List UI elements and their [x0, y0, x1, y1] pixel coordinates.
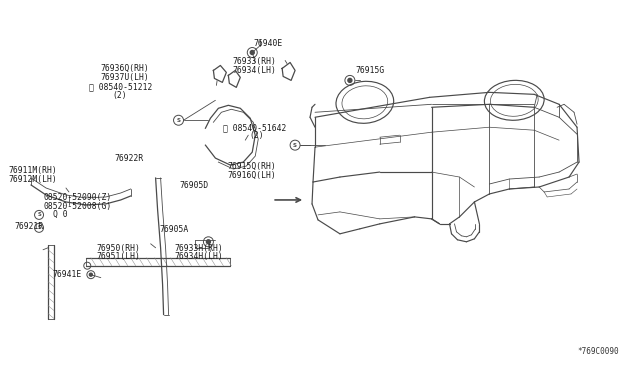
- Text: S: S: [37, 212, 41, 217]
- Text: (2): (2): [250, 131, 264, 141]
- Text: 76934(LH): 76934(LH): [232, 66, 276, 75]
- Text: 08520-52090(Z): 08520-52090(Z): [44, 193, 112, 202]
- Polygon shape: [213, 65, 227, 82]
- Text: 76905D: 76905D: [180, 181, 209, 190]
- Text: 76915Q(RH): 76915Q(RH): [228, 162, 276, 171]
- Text: 76933H(RH): 76933H(RH): [175, 244, 223, 253]
- Circle shape: [207, 240, 211, 244]
- Text: S: S: [293, 142, 297, 148]
- Text: S: S: [37, 225, 41, 230]
- Text: 76911M(RH): 76911M(RH): [9, 166, 58, 175]
- Text: 76905A: 76905A: [159, 225, 189, 234]
- Text: 76921R: 76921R: [14, 222, 43, 231]
- Polygon shape: [282, 62, 295, 80]
- Text: 76916Q(LH): 76916Q(LH): [228, 171, 276, 180]
- Text: 76915G: 76915G: [356, 66, 385, 75]
- Text: (2): (2): [113, 91, 127, 100]
- Text: *769C0090: *769C0090: [577, 347, 619, 356]
- Circle shape: [90, 273, 92, 276]
- Text: 76933(RH): 76933(RH): [232, 57, 276, 65]
- Text: 76950(RH): 76950(RH): [97, 244, 141, 253]
- Text: 76940E: 76940E: [253, 39, 282, 48]
- Text: 76922R: 76922R: [115, 154, 144, 163]
- Text: 08520-52008(G): 08520-52008(G): [44, 202, 112, 211]
- Polygon shape: [228, 70, 240, 87]
- Text: 76937U(LH): 76937U(LH): [100, 73, 148, 82]
- Text: 76941E: 76941E: [52, 270, 81, 279]
- Text: 76934H(LH): 76934H(LH): [175, 252, 223, 261]
- Text: 76951(LH): 76951(LH): [97, 252, 141, 261]
- Text: Ⓢ 08540-51212: Ⓢ 08540-51212: [89, 82, 152, 91]
- Polygon shape: [205, 105, 255, 165]
- Text: 76912M(LH): 76912M(LH): [9, 175, 58, 184]
- Circle shape: [250, 51, 254, 54]
- Text: 76936Q(RH): 76936Q(RH): [100, 64, 148, 73]
- Text: Ⓢ 08540-51642: Ⓢ 08540-51642: [223, 123, 287, 132]
- Text: S: S: [177, 118, 180, 123]
- Text: Q 0: Q 0: [54, 211, 68, 219]
- Circle shape: [348, 78, 352, 82]
